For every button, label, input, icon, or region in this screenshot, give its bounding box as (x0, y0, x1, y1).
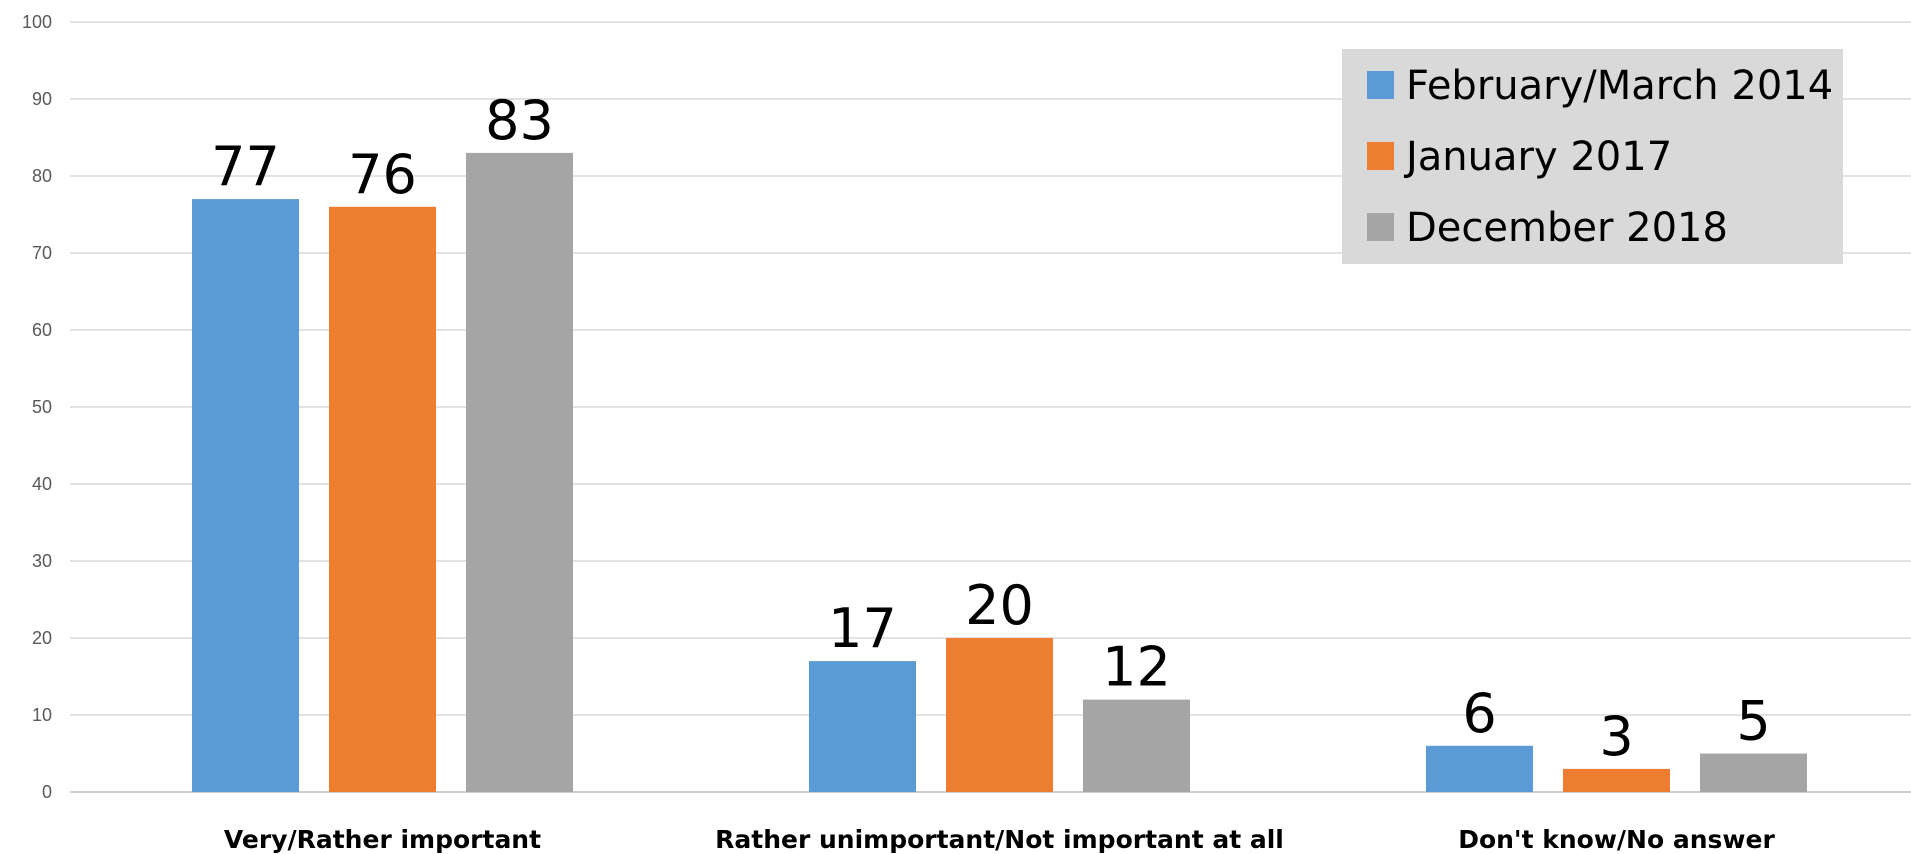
bar (809, 661, 916, 792)
data-label: 3 (1599, 705, 1633, 768)
legend-box (1342, 49, 1843, 264)
y-tick-label: 30 (32, 551, 52, 571)
y-axis-ticks: 0 10 20 30 40 50 60 70 80 90 100 (22, 12, 52, 802)
legend-swatch (1367, 213, 1394, 241)
y-tick-label: 70 (32, 243, 52, 263)
y-tick-label: 60 (32, 320, 52, 340)
bar (192, 199, 299, 793)
category-label: Don't know/No answer (1458, 825, 1775, 854)
y-tick-label: 100 (22, 12, 52, 32)
data-label: 12 (1102, 636, 1171, 699)
y-tick-label: 50 (32, 397, 52, 417)
bar (1563, 768, 1670, 792)
bar (466, 152, 573, 792)
y-tick-label: 10 (32, 705, 52, 725)
data-label: 17 (828, 597, 897, 660)
legend-label: January 2017 (1403, 134, 1672, 180)
data-label: 20 (965, 574, 1034, 637)
category-label: Rather unimportant/Not important at all (715, 825, 1284, 854)
y-tick-label: 20 (32, 628, 52, 648)
data-label: 6 (1462, 682, 1496, 745)
bar (1700, 753, 1807, 792)
bar (1426, 745, 1533, 792)
bars (192, 152, 1807, 793)
legend-swatch (1367, 142, 1394, 170)
y-tick-label: 90 (32, 89, 52, 109)
category-label: Very/Rather important (224, 825, 541, 854)
data-label: 76 (348, 143, 417, 206)
y-tick-label: 80 (32, 166, 52, 186)
bar (1083, 699, 1190, 792)
category-labels: Very/Rather important Rather unimportant/… (224, 825, 1776, 854)
legend: February/March 2014 January 2017 December … (1342, 49, 1843, 264)
data-labels: 77 76 83 17 20 12 6 3 5 (211, 89, 1771, 768)
legend-swatch (1367, 71, 1394, 99)
legend-label: December 2018 (1406, 205, 1728, 251)
bar (946, 638, 1053, 792)
data-label: 77 (211, 135, 280, 198)
y-tick-label: 0 (42, 782, 52, 802)
legend-label: February/March 2014 (1406, 63, 1833, 109)
bar (329, 206, 436, 793)
y-tick-label: 40 (32, 474, 52, 494)
data-label: 83 (485, 89, 554, 152)
data-label: 5 (1736, 690, 1770, 753)
